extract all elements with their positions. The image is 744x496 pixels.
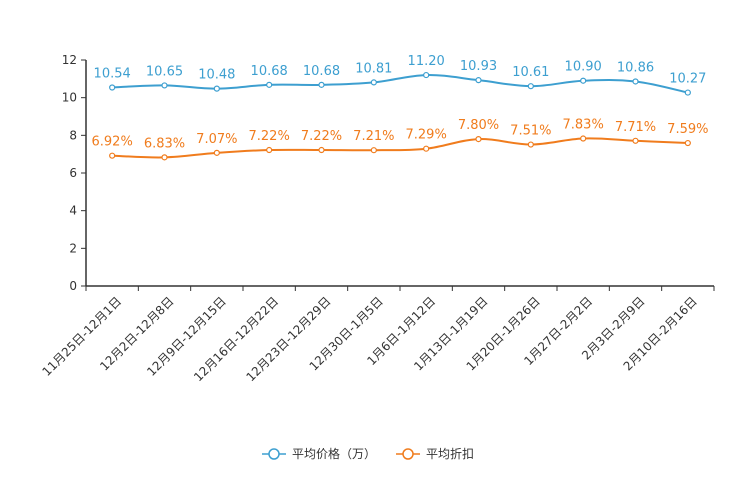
- data-point: [475, 77, 482, 84]
- data-label: 10.68: [251, 64, 288, 79]
- legend-label: 平均折扣: [426, 446, 474, 461]
- data-point: [632, 137, 639, 144]
- data-point: [161, 154, 168, 161]
- data-point: [684, 139, 691, 147]
- data-label: 10.61: [512, 65, 549, 80]
- data-label: 7.71%: [615, 120, 656, 135]
- data-point: [527, 83, 534, 90]
- legend-item-2: 平均折扣: [396, 446, 474, 461]
- series-layer: 10.54 10.65 10.48 10.68 10.68 10.81 11.20 10.93…: [92, 54, 708, 161]
- data-label: 7.51%: [510, 124, 551, 139]
- legend-item-1: 平均价格（万）: [262, 446, 376, 461]
- data-point: [423, 71, 430, 79]
- data-label: 6.83%: [144, 136, 185, 151]
- data-label: 10.65: [146, 64, 183, 79]
- data-label: 10.54: [94, 66, 131, 81]
- data-point: [632, 78, 639, 85]
- data-label: 7.21%: [353, 129, 394, 144]
- data-point: [266, 146, 273, 154]
- data-point: [580, 77, 587, 84]
- data-point: [213, 85, 220, 92]
- data-label: 10.90: [565, 60, 602, 75]
- data-point: [266, 81, 273, 88]
- data-label: 7.07%: [196, 132, 237, 147]
- data-label: 10.68: [303, 64, 340, 79]
- data-label: 6.92%: [92, 135, 133, 150]
- series-1: 10.54 10.65 10.48 10.68 10.68 10.81 11.20 10.93…: [94, 54, 706, 96]
- legend-label: 平均价格（万）: [292, 446, 376, 461]
- data-point: [370, 79, 377, 86]
- legend-marker-icon: [268, 448, 280, 460]
- series-2: 6.92% 6.83% 7.07% 7.22% 7.22% 7.21% 7.29% 7.80%…: [92, 118, 708, 161]
- legend: 平均价格（万） 平均折扣: [262, 446, 474, 461]
- data-point: [318, 146, 325, 154]
- data-label: 10.81: [355, 61, 392, 76]
- data-label: 7.22%: [301, 129, 342, 144]
- data-point: [527, 141, 534, 148]
- data-label: 7.22%: [249, 129, 290, 144]
- data-label: 7.29%: [406, 128, 447, 143]
- data-label: 7.59%: [667, 122, 708, 137]
- data-point: [318, 81, 325, 88]
- data-label: 10.86: [617, 60, 654, 75]
- y-tick-label: 2: [69, 241, 77, 255]
- series-line: [112, 74, 689, 94]
- y-tick-label: 12: [62, 53, 77, 67]
- data-point: [161, 82, 168, 89]
- data-point: [213, 149, 220, 156]
- axes: 02468101211月25日-12月1日12月2日-12月8日12月9日-12…: [40, 53, 715, 384]
- series-line: [112, 137, 688, 159]
- y-tick-label: 0: [69, 279, 77, 293]
- y-tick-label: 10: [62, 91, 77, 105]
- y-tick-label: 6: [69, 166, 77, 180]
- data-point: [109, 152, 116, 159]
- data-label: 10.27: [669, 72, 706, 87]
- data-point: [109, 84, 116, 91]
- data-label: 11.20: [408, 54, 445, 69]
- data-point: [370, 147, 377, 154]
- data-label: 7.83%: [563, 118, 604, 133]
- data-point: [423, 145, 430, 152]
- data-label: 7.80%: [458, 118, 499, 133]
- data-label: 10.93: [460, 59, 497, 74]
- data-point: [580, 135, 587, 142]
- y-tick-label: 4: [69, 204, 77, 218]
- data-point: [475, 136, 482, 143]
- data-point: [684, 89, 691, 96]
- y-tick-label: 8: [69, 128, 77, 142]
- data-label: 10.48: [198, 68, 235, 83]
- legend-marker-icon: [402, 448, 414, 460]
